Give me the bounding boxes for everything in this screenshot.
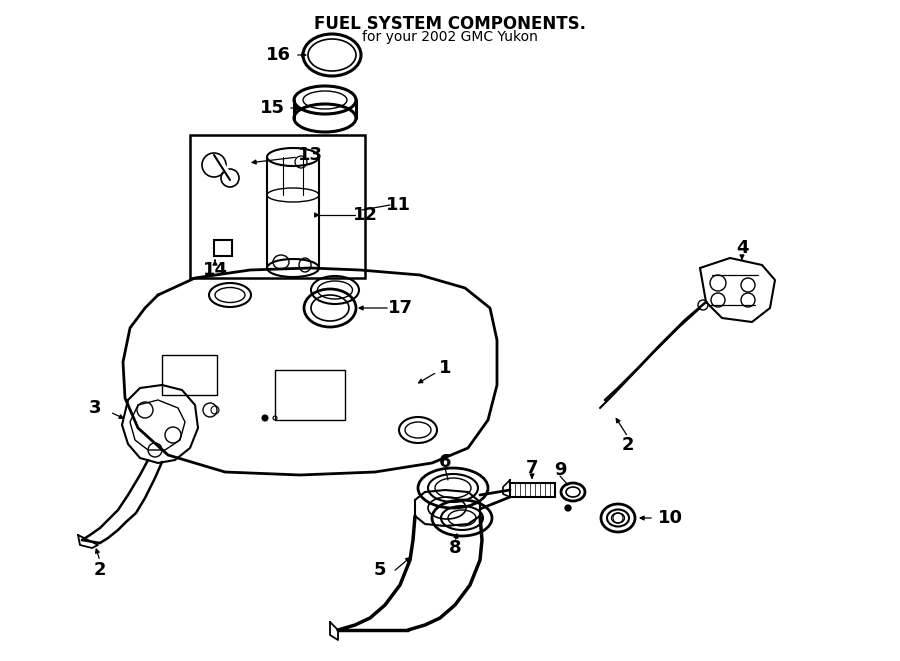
Bar xyxy=(190,135,365,278)
Bar xyxy=(214,240,232,256)
Bar xyxy=(162,355,217,395)
Text: 6: 6 xyxy=(439,453,451,471)
Text: 9: 9 xyxy=(554,461,566,479)
Text: FUEL SYSTEM COMPONENTS.: FUEL SYSTEM COMPONENTS. xyxy=(314,15,586,33)
Text: 16: 16 xyxy=(266,46,291,64)
Text: for your 2002 GMC Yukon: for your 2002 GMC Yukon xyxy=(362,30,538,44)
Text: 7: 7 xyxy=(526,459,538,477)
Text: 11: 11 xyxy=(385,196,410,214)
Text: 10: 10 xyxy=(658,509,682,527)
Circle shape xyxy=(698,300,708,310)
Text: 15: 15 xyxy=(259,99,284,117)
Text: 5: 5 xyxy=(374,561,386,579)
Text: 17: 17 xyxy=(388,299,412,317)
Text: 1: 1 xyxy=(439,359,451,377)
Text: 12: 12 xyxy=(353,206,377,224)
Circle shape xyxy=(262,415,268,421)
Text: 2: 2 xyxy=(622,436,634,454)
Text: 13: 13 xyxy=(298,146,322,164)
Circle shape xyxy=(565,505,571,511)
Text: 8: 8 xyxy=(449,539,462,557)
Text: 2: 2 xyxy=(94,561,106,579)
Text: 3: 3 xyxy=(89,399,101,417)
Text: 4: 4 xyxy=(736,239,748,257)
Bar xyxy=(510,483,555,497)
Bar xyxy=(275,370,345,420)
Text: 14: 14 xyxy=(202,261,228,279)
